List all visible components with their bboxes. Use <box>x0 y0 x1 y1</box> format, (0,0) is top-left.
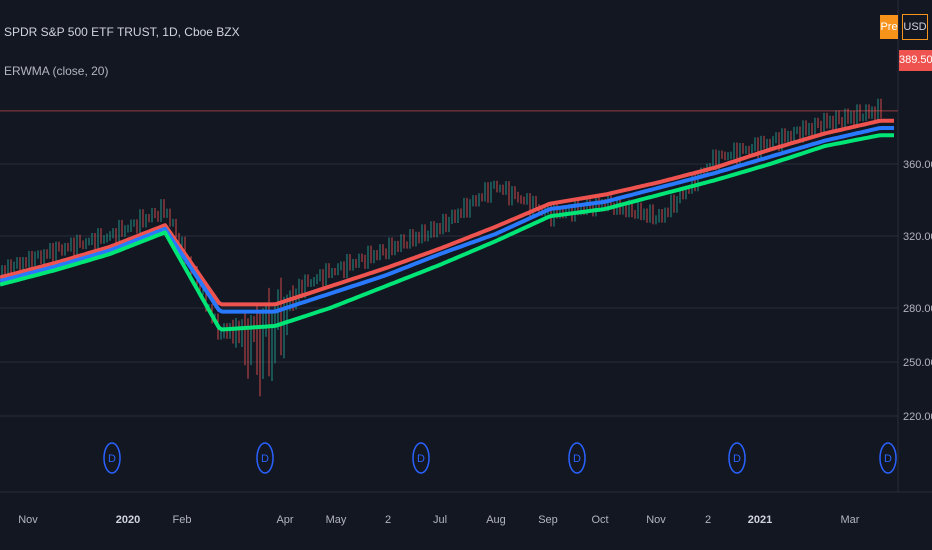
event-marker[interactable] <box>879 442 897 474</box>
x-tick-label: Mar <box>841 514 860 526</box>
x-tick-label: Feb <box>173 514 192 526</box>
band-line-middle[interactable] <box>0 126 894 314</box>
event-marker[interactable] <box>256 442 274 474</box>
x-tick-label: Nov <box>646 514 666 526</box>
indicator-title[interactable]: ERWMA (close, 20) <box>4 64 109 78</box>
y-tick-label: 220.00 <box>903 411 932 423</box>
x-tick-label: 2 <box>385 514 391 526</box>
x-tick-label: 2 <box>705 514 711 526</box>
x-tick-label: 2020 <box>116 514 140 526</box>
event-marker[interactable] <box>103 442 121 474</box>
y-tick-label: 320.00 <box>903 231 932 243</box>
event-marker[interactable] <box>728 442 746 474</box>
x-tick-label: Aug <box>486 514 506 526</box>
event-marker-label: D <box>884 453 892 465</box>
event-marker[interactable] <box>412 442 430 474</box>
event-marker[interactable] <box>568 442 586 474</box>
y-tick-label: 250.00 <box>903 357 932 369</box>
x-tick-label: Sep <box>538 514 558 526</box>
y-tick-label: 280.00 <box>903 303 932 315</box>
y-tick-label: 360.00 <box>903 159 932 171</box>
pre-market-badge: Pre <box>880 15 898 39</box>
symbol-title[interactable]: SPDR S&P 500 ETF TRUST, 1D, Cboe BZX <box>4 25 240 39</box>
x-tick-label: Nov <box>18 514 38 526</box>
x-tick-label: 2021 <box>748 514 772 526</box>
x-tick-label: Oct <box>591 514 608 526</box>
x-tick-label: May <box>326 514 347 526</box>
event-marker-label: D <box>417 453 425 465</box>
event-marker-label: D <box>108 453 116 465</box>
event-marker-label: D <box>733 453 741 465</box>
band-line-lower[interactable] <box>0 133 894 332</box>
x-tick-label: Apr <box>276 514 293 526</box>
currency-button[interactable]: USD <box>902 14 928 40</box>
last-price-label: 389.50 <box>899 50 932 71</box>
event-marker-label: D <box>261 453 269 465</box>
event-marker-label: D <box>573 453 581 465</box>
x-tick-label: Jul <box>433 514 447 526</box>
band-line-upper[interactable] <box>0 118 894 307</box>
